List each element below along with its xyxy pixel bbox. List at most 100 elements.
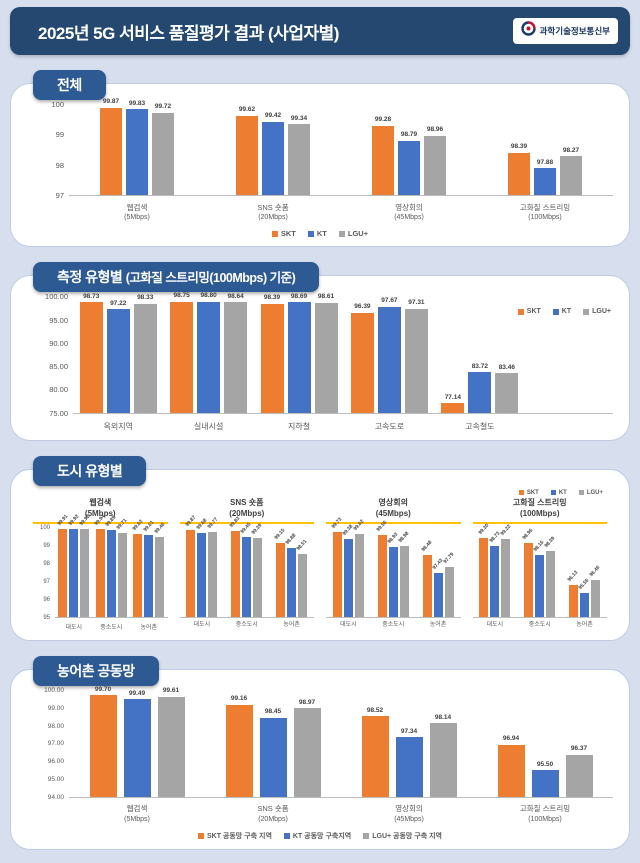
subchart-title-sub: (45Mbps) xyxy=(375,508,411,518)
bar-column: 99.42 xyxy=(262,104,284,195)
category-label: SNS 숏폼 (20Mbps) xyxy=(205,200,341,223)
bar-column: 99.87 xyxy=(100,99,122,195)
plot-area: 98.73 97.22 98.33 98.75 98.80 98.64 98.39 98.69… xyxy=(73,292,613,415)
bar-group: 99.28 98.79 98.96 xyxy=(341,104,477,195)
bar-group: 98.75 98.80 98.64 xyxy=(163,293,253,414)
bar-value-label: 98.69 xyxy=(290,292,308,300)
bar xyxy=(424,135,446,195)
category-name: 영상회의 xyxy=(395,804,423,814)
bar xyxy=(287,547,297,617)
bar-column: 98.39 xyxy=(544,528,557,617)
bar-value-label: 97.67 xyxy=(381,297,398,305)
bar xyxy=(429,723,457,797)
category-sub: (100Mbps) xyxy=(528,815,562,823)
y-tick-label: 98 xyxy=(43,560,50,567)
category-name: 중소도시 xyxy=(382,621,405,628)
chart-legend: SKT KT LGU+ xyxy=(517,308,611,316)
bar-value-label: 99.72 xyxy=(154,103,172,110)
bar-column: 96.37 xyxy=(565,690,593,797)
category-name: 고화질 스트리밍 xyxy=(519,804,571,814)
legend-label: KT xyxy=(561,308,572,316)
category-label: 고화질 스트리밍 (100Mbps) xyxy=(477,200,613,223)
bar xyxy=(242,537,252,617)
panel-title-sub: (고화질 스트리밍(100Mbps) 기준) xyxy=(125,271,296,286)
bar-column: 98.45 xyxy=(259,690,287,797)
legend-item: LGU+ xyxy=(583,308,611,315)
bar-group: 99.83 99.45 99.39 xyxy=(224,515,269,617)
bar-group: 96.13 95.56 96.46 xyxy=(562,528,607,617)
panel-overall-title-badge: 전체 xyxy=(33,70,106,100)
bar xyxy=(133,303,157,414)
y-tick-label: 90.00 xyxy=(49,338,68,348)
panel-title: 측정 유형별 xyxy=(57,269,123,286)
bar-value-label: 98.96 xyxy=(426,126,444,134)
bar-chart: 99.30 98.73 99.22 98.96 98.16 98.39 96.13 95.56… xyxy=(472,523,607,629)
x-axis: 대도시 중소도시 농어촌 xyxy=(180,618,315,629)
bar xyxy=(444,566,454,617)
category-name: 옥외지역 xyxy=(103,421,133,431)
x-axis: 대도시 중소도시 농어촌 xyxy=(326,618,461,629)
bar-value-label: 98.14 xyxy=(434,713,452,721)
category-sub: (5Mbps) xyxy=(124,815,150,823)
bar-column: 97.79 xyxy=(442,528,455,617)
y-axis: 100 99 98 97 xyxy=(27,100,69,200)
category-name: 농어촌 xyxy=(140,624,158,631)
bar-value-label: 98.73 xyxy=(488,531,502,545)
category-name: 실내시설 xyxy=(193,421,224,431)
bar xyxy=(276,542,286,617)
plot-area: 99.87 99.68 99.77 99.83 99.45 99.39 99.15 98.88… xyxy=(179,515,314,618)
category-name: 웹검색 xyxy=(126,804,148,814)
bar-column: 99.83 xyxy=(126,99,148,195)
bar-column: 99.94 xyxy=(94,513,106,617)
bar-column: 96.94 xyxy=(497,690,525,797)
bar-column: 98.52 xyxy=(361,690,389,797)
bar-column: 77.14 xyxy=(441,296,465,414)
category-sub: (20Mbps) xyxy=(258,214,288,222)
plot-area: 99.73 99.38 99.62 99.56 98.93 98.98 98.48 97.43… xyxy=(326,517,461,618)
bar-column: 99.73 xyxy=(331,517,344,617)
bar-group: 96.39 97.67 97.31 xyxy=(344,296,434,414)
category-label: 지하철 xyxy=(254,418,344,432)
category-name: 농어촌 xyxy=(283,621,300,628)
bar-chart: 99.87 99.68 99.77 99.83 99.45 99.39 99.15 98.88… xyxy=(179,515,315,629)
bar xyxy=(208,531,218,617)
bar-value-label: 99.83 xyxy=(128,99,146,107)
category-label: 웹검색 (5Mbps) xyxy=(69,200,205,223)
category-label: 농어촌 xyxy=(269,618,314,629)
bar-value-label: 99.30 xyxy=(477,522,491,536)
panel-title: 농어촌 공동망 xyxy=(57,662,135,679)
panel-city-type-title-badge: 도시 유형별 xyxy=(33,455,147,486)
small-multiples: SKT KT LGU+ 웹검색 (5Mbps) 100 99 98 97 96 95 99.91 99.… xyxy=(27,490,613,632)
category-sub: (20Mbps) xyxy=(258,815,288,823)
bar xyxy=(288,124,310,195)
bar-group: 99.16 98.45 98.97 xyxy=(205,690,341,797)
bar-value-label: 98.39 xyxy=(263,294,281,302)
category-name: 대도시 xyxy=(486,621,504,628)
bar-value-label: 83.72 xyxy=(471,362,488,370)
bar-column: 97.43 xyxy=(431,528,444,617)
bar-column: 98.80 xyxy=(197,293,221,414)
bar-chart: 100 99 98 97 99.87 99.83 99.72 99.62 99.42 99.34 9… xyxy=(27,99,613,238)
legend-label: LGU+ 공동망 구축 지역 xyxy=(372,832,442,840)
bar xyxy=(106,309,130,414)
bar-column: 98.16 xyxy=(533,528,546,617)
bar-column: 98.79 xyxy=(398,104,420,195)
bar-value-label: 98.39 xyxy=(544,536,557,550)
subchart: SNS 숏폼 (20Mbps) 99.87 99.68 99.77 99.83 99.45 9… xyxy=(174,498,321,632)
legend-swatch xyxy=(338,230,345,237)
category-label: 중소도시 xyxy=(371,618,416,629)
bar-value-label: 96.46 xyxy=(588,564,602,579)
y-tick-label: 99.00 xyxy=(47,704,64,712)
bar-column: 99.28 xyxy=(372,104,394,195)
bar-group: 96.94 95.50 96.37 xyxy=(477,690,613,797)
chart-legend: SKT KT LGU+ xyxy=(27,490,603,496)
bar xyxy=(155,537,165,617)
bar xyxy=(531,770,559,797)
bar xyxy=(144,534,154,617)
x-axis: 대도시 중소도시 농어촌 xyxy=(55,621,168,632)
bar xyxy=(225,704,253,797)
bar xyxy=(377,535,387,617)
panel-measure-type-title-badge: 측정 유형별 (고화질 스트리밍(100Mbps) 기준) xyxy=(33,262,320,293)
bar-value-label: 99.22 xyxy=(499,523,513,538)
bar-column: 99.34 xyxy=(288,104,310,195)
